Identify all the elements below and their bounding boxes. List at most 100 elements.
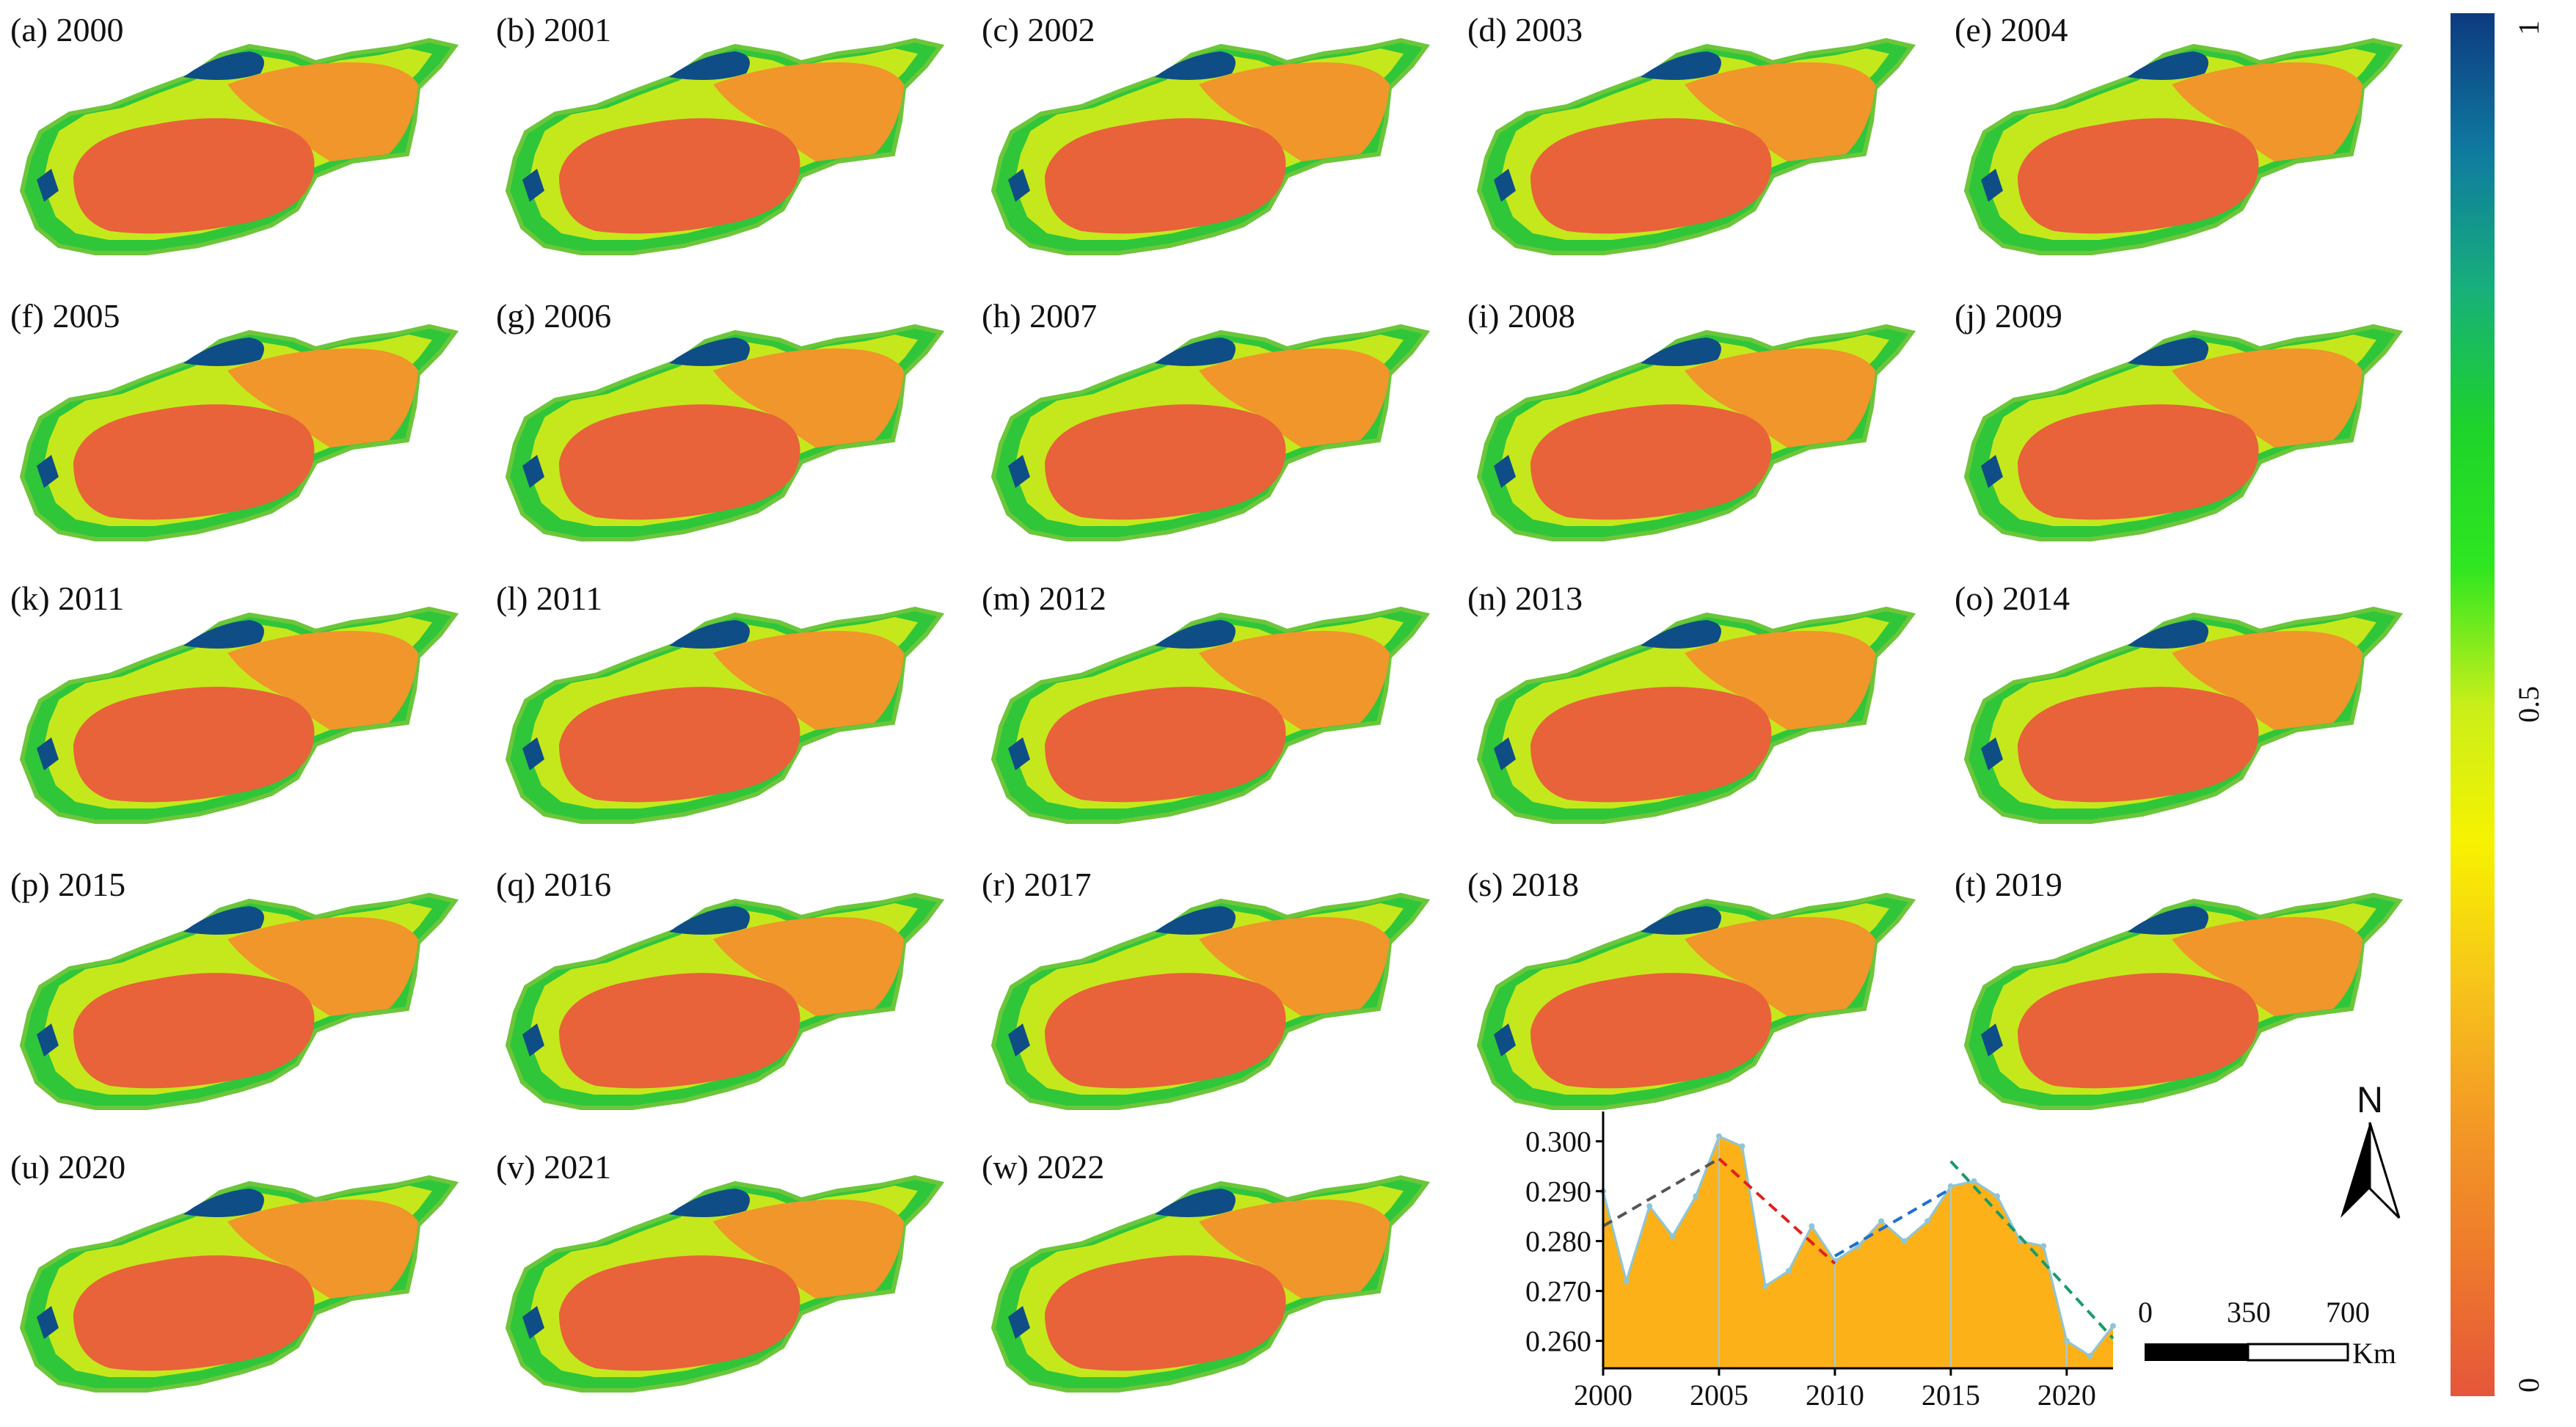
panel-label: (l) 2011 [496,580,603,617]
panel-label: (m) 2012 [982,580,1106,617]
chart-ytick-label: 0.300 [1525,1125,1591,1158]
northern-mountains [1641,337,1721,366]
eastern-plateau [1685,631,1875,730]
chart-ytick-label: 0.290 [1525,1175,1591,1208]
northern-mountains [1155,337,1236,366]
northern-mountains [2128,337,2208,366]
north-arrow: N [2340,1079,2401,1219]
basin-map [1963,324,2404,541]
map-panel: (v) 2021 [486,1137,955,1416]
chart-point-2001 [1623,1278,1630,1284]
colorbar-legend: 1 0.5 0 [2451,13,2545,1396]
west-mountains [522,1306,544,1339]
desert-core [1045,404,1286,520]
chart-point-2006 [1739,1143,1745,1150]
eastern-plateau [1199,348,1390,448]
chart-point-2013 [1901,1238,1908,1244]
eastern-plateau [1685,62,1875,161]
eastern-plateau [713,631,904,730]
west-mountains [37,1023,59,1056]
desert-core [73,404,315,520]
basin-map [505,1175,945,1393]
west-mountains [37,1306,59,1339]
mean-index-chart: 2000 2005 2010 2015 2020 0.260 0.270 0.280 0.290… [1525,1112,2116,1412]
map-panel: (l) 2011 [486,569,955,847]
eastern-plateau [1685,348,1875,448]
panel-label: (h) 2007 [982,297,1098,335]
northern-mountains [183,337,264,366]
eastern-plateau [713,917,904,1016]
chart-point-2008 [1785,1268,1792,1274]
eastern-plateau [227,917,418,1016]
west-mountains [1494,169,1516,202]
eastern-plateau [713,1200,904,1299]
scale-tick-350: 350 [2227,1296,2271,1329]
colorbar-mid-label: 0.5 [2512,686,2545,723]
chart-xtick-label: 2020 [2037,1379,2096,1412]
map-panel: (r) 2017 [971,855,1441,1134]
chart-point-2020 [2063,1337,2070,1344]
desert-core [1045,118,1286,234]
eastern-plateau [227,631,418,730]
northern-mountains [1641,620,1721,649]
west-mountains [1008,1023,1030,1056]
panel-label: (n) 2013 [1467,580,1583,617]
panel-label: (i) 2008 [1467,297,1575,335]
west-mountains [1494,455,1516,488]
west-mountains [522,455,544,488]
panel-label: (f) 2005 [10,297,120,335]
eastern-plateau [1199,917,1390,1016]
map-panel: (m) 2012 [971,569,1441,847]
map-panel: (u) 2020 [0,1137,470,1416]
scale-tick-0: 0 [2138,1296,2153,1329]
basin-map [505,324,945,541]
basin-map [1963,606,2404,824]
chart-point-2004 [1693,1193,1699,1200]
chart-point-2009 [1809,1223,1815,1230]
northern-mountains [2128,51,2208,80]
desert-core [73,118,315,234]
colorbar-ramp [2451,13,2495,1396]
eastern-plateau [227,348,418,448]
map-panel: (i) 2008 [1457,286,1927,565]
west-mountains [1981,455,2003,488]
chart-trend-line-2 [1834,1187,1952,1258]
chart-ytick-label: 0.260 [1525,1325,1591,1358]
map-panel: (o) 2014 [1944,569,2414,847]
basin-map [19,892,459,1110]
northern-mountains [669,1189,750,1217]
scale-tick-700: 700 [2326,1296,2370,1329]
north-label: N [2357,1079,2383,1120]
map-panel: (w) 2022 [971,1137,1441,1416]
west-mountains [1494,737,1516,770]
basin-map [1476,892,1916,1110]
panel-label: (e) 2004 [1955,11,2068,48]
northern-mountains [1155,906,1236,935]
west-mountains [1008,737,1030,770]
eastern-plateau [1199,1200,1390,1299]
desert-core [559,1255,800,1371]
chart-trend-line-0 [1602,1157,1720,1227]
chart-point-2002 [1646,1203,1653,1209]
desert-core [559,404,800,520]
desert-core [1530,118,1772,234]
basin-map [19,606,459,824]
map-panel: (b) 2001 [486,0,955,279]
desert-core [1530,687,1772,803]
northern-mountains [183,1189,264,1217]
desert-core [2018,973,2259,1089]
map-panel: (c) 2002 [971,0,1441,279]
basin-map [990,606,1431,824]
desert-core [1530,973,1772,1089]
panel-label: (u) 2020 [10,1148,126,1186]
map-panel: (p) 2015 [0,855,470,1134]
panel-label: (d) 2003 [1467,11,1583,48]
northern-mountains [1155,51,1236,80]
west-mountains [522,169,544,202]
basin-map [505,37,945,255]
eastern-plateau [2172,62,2362,161]
desert-core [2018,404,2259,520]
basin-map [1476,324,1916,541]
map-panel: (d) 2003 [1457,0,1927,279]
panel-label: (p) 2015 [10,866,126,903]
